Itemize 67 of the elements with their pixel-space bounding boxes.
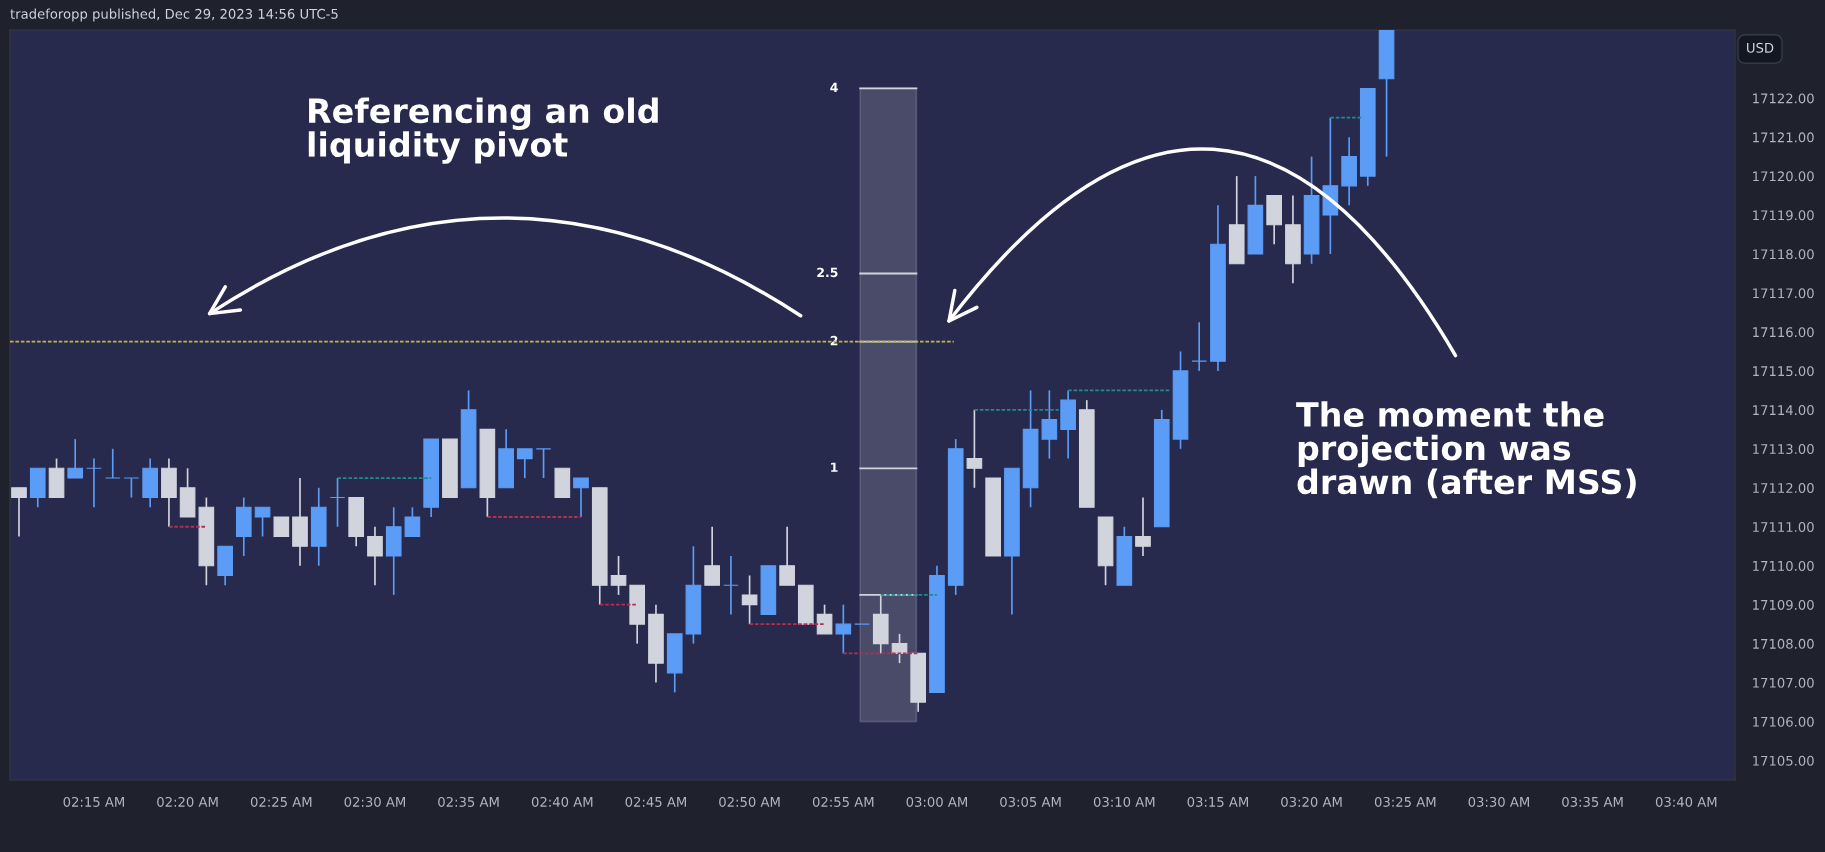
x-tick-label: 02:40 AM — [531, 796, 593, 807]
y-tick-label: 17105.00 — [1753, 755, 1814, 766]
x-tick-label: 02:30 AM — [344, 796, 405, 807]
candlestick — [816, 603, 833, 635]
y-tick-label: 17121.00 — [1753, 132, 1814, 143]
y-tick-label: 17110.00 — [1753, 560, 1814, 571]
candlestick — [11, 486, 27, 538]
candlestick — [741, 574, 758, 625]
x-tick-label: 03:05 AM — [1000, 796, 1061, 807]
x-tick-label: 02:45 AM — [625, 796, 686, 807]
x-tick-label: 03:30 AM — [1468, 796, 1529, 807]
x-tick-label: 02:35 AM — [438, 796, 499, 807]
x-tick-label: 03:40 AM — [1655, 796, 1717, 807]
y-tick-label: 17112.00 — [1753, 483, 1814, 493]
y-tick-label: 17114.00 — [1753, 405, 1814, 416]
candlestick — [273, 516, 290, 538]
candlestick — [1041, 389, 1058, 460]
candlestick — [704, 525, 720, 587]
y-tick-label: 17107.00 — [1753, 677, 1814, 688]
candlestick — [329, 477, 346, 528]
y-tick-label: 17122.00 — [1753, 93, 1814, 104]
x-tick-label: 03:35 AM — [1562, 796, 1623, 807]
candlestick — [535, 447, 552, 479]
candlestick — [67, 438, 84, 479]
y-tick-label: 17111.00 — [1753, 521, 1814, 532]
candlestick — [1135, 496, 1151, 557]
candlestick — [123, 477, 140, 499]
candlestick — [1191, 321, 1208, 372]
series-label: 4 — [830, 82, 838, 92]
y-tick-label: 17119.00 — [1753, 210, 1814, 221]
candlestick — [573, 477, 589, 518]
series-label: 2.5 — [817, 267, 838, 278]
candlestick — [516, 447, 533, 479]
x-tick-label: 03:25 AM — [1374, 796, 1436, 807]
x-tick-label: 03:00 AM — [906, 796, 967, 807]
x-tick-label: 03:10 AM — [1093, 796, 1155, 807]
x-tick-label: 02:55 AM — [812, 796, 874, 807]
x-tick-label: 02:15 AM — [63, 796, 124, 807]
candlestick — [779, 525, 795, 587]
series-label: 1 — [831, 462, 838, 472]
candlestick — [835, 603, 852, 655]
y-tick-label: 17120.00 — [1753, 171, 1814, 182]
chart-title: tradeforopp published, Dec 29, 2023 14:56 UTC-5 — [10, 8, 338, 22]
y-tick-label: 17109.00 — [1753, 599, 1814, 610]
candlestick — [367, 525, 383, 587]
x-tick-label: 03:15 AM — [1187, 796, 1248, 807]
y-axis-title: USD — [1747, 42, 1774, 53]
candlestick — [610, 555, 627, 596]
candlestick — [254, 506, 271, 538]
candlestick — [966, 409, 983, 489]
y-tick-label: 17108.00 — [1753, 638, 1814, 649]
y-tick-label: 17113.00 — [1753, 444, 1814, 455]
y-tick-label: 17115.00 — [1753, 366, 1814, 377]
candlestick — [404, 506, 421, 538]
annotation: Referencing an old liquidity pivot — [308, 97, 658, 164]
y-tick-label: 17116.00 — [1753, 327, 1814, 338]
y-tick-label: 17117.00 — [1753, 288, 1814, 299]
x-tick-label: 02:50 AM — [719, 796, 780, 807]
x-tick-label: 02:25 AM — [250, 796, 312, 807]
y-tick-label: 17118.00 — [1753, 249, 1814, 260]
x-tick-label: 03:20 AM — [1281, 796, 1342, 807]
x-tick-label: 02:20 AM — [157, 796, 218, 807]
y-tick-label: 17106.00 — [1753, 716, 1814, 727]
candlestick — [104, 447, 121, 479]
candlestick — [723, 555, 739, 616]
candlestick — [86, 457, 102, 509]
annotation: The moment the projection was drawn (after MSS) — [1296, 401, 1636, 499]
